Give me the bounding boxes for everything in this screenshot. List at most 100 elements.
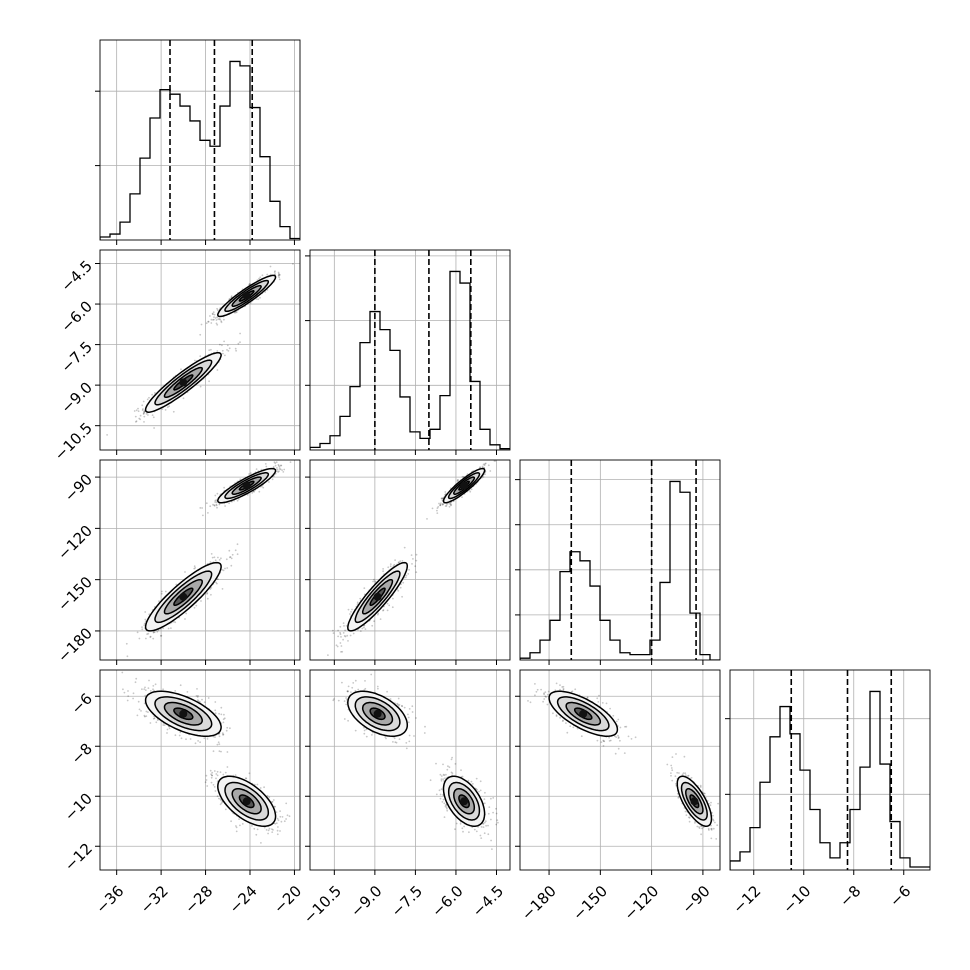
sample-point — [209, 505, 212, 508]
sample-point — [487, 464, 490, 467]
sample-point — [236, 499, 239, 502]
sample-point — [249, 283, 251, 285]
sample-point — [152, 631, 155, 633]
sample-point — [389, 563, 392, 565]
sample-point — [401, 560, 404, 562]
sample-point — [441, 497, 443, 500]
sample-point — [158, 600, 160, 603]
sample-point — [277, 274, 280, 276]
sample-point — [144, 715, 146, 718]
sample-point — [219, 318, 222, 321]
sample-point — [210, 553, 213, 555]
sample-point — [145, 637, 147, 640]
sample-point — [194, 742, 197, 745]
sample-point — [278, 464, 280, 467]
sample-point — [382, 609, 384, 612]
sample-point — [166, 732, 168, 734]
sample-point — [210, 587, 213, 589]
sample-point — [143, 624, 146, 626]
sample-point — [231, 553, 234, 556]
sample-point — [132, 692, 135, 695]
sample-point — [203, 737, 206, 740]
sample-point — [228, 549, 231, 552]
scatter-plot-area — [100, 460, 300, 660]
sample-point — [196, 688, 198, 690]
sample-point — [444, 505, 447, 507]
scatter-panel — [99, 249, 301, 451]
sample-point — [217, 318, 220, 321]
sample-point — [484, 463, 486, 465]
sample-point — [239, 332, 242, 335]
sample-point — [222, 718, 225, 721]
sample-point — [216, 743, 219, 746]
sample-point — [148, 613, 151, 616]
sample-point — [212, 313, 214, 315]
sample-point — [364, 628, 367, 630]
sample-point — [160, 592, 163, 595]
sample-point — [229, 556, 231, 559]
sample-point — [214, 317, 217, 319]
sample-point — [161, 590, 163, 593]
sample-point — [199, 507, 202, 509]
sample-point — [274, 464, 277, 467]
sample-point — [149, 636, 152, 638]
sample-point — [337, 629, 339, 632]
sample-point — [230, 557, 233, 560]
hist-step — [310, 270, 510, 450]
scatter-panel — [99, 669, 301, 871]
sample-point — [344, 629, 346, 632]
sample-point — [207, 320, 210, 323]
sample-point — [214, 494, 217, 497]
sample-point — [402, 581, 405, 584]
sample-point — [201, 507, 204, 509]
sample-point — [224, 354, 226, 357]
panel-frame — [99, 459, 301, 661]
sample-point — [223, 486, 226, 489]
sample-point — [482, 476, 485, 478]
scatter-plot-area — [310, 460, 510, 660]
panels: −36 −32 −28 −24 −20−10.5 −9.0 −7.5 −6.0 −4.5 −180… — [51, 39, 931, 927]
sample-point — [340, 645, 343, 647]
sample-point — [217, 578, 219, 580]
sample-point — [174, 734, 177, 737]
sample-point — [152, 717, 155, 720]
sample-point — [143, 415, 146, 418]
sample-point — [431, 507, 434, 510]
sample-point — [220, 557, 222, 560]
sample-point — [199, 355, 202, 357]
sample-point — [277, 271, 280, 274]
sample-point — [221, 349, 224, 352]
sample-point — [180, 368, 182, 371]
sample-point — [436, 512, 439, 514]
sample-point — [450, 503, 452, 506]
sample-point — [149, 690, 152, 692]
sample-point — [230, 564, 233, 567]
panel-frame — [309, 459, 511, 661]
sample-point — [214, 501, 217, 503]
sample-point — [206, 738, 209, 740]
sample-point — [382, 568, 384, 570]
sample-point — [222, 721, 225, 724]
sample-point — [201, 698, 203, 701]
sample-point — [236, 543, 239, 546]
sample-point — [484, 473, 486, 476]
sample-point — [180, 737, 183, 740]
sample-point — [208, 380, 211, 383]
sample-point — [436, 507, 439, 509]
sample-point — [221, 569, 224, 571]
sample-point — [123, 691, 126, 694]
sample-point — [203, 701, 206, 704]
sample-point — [457, 479, 459, 481]
sample-point — [220, 713, 223, 716]
sample-point — [142, 412, 145, 415]
sample-point — [144, 618, 147, 621]
sample-point — [138, 637, 141, 640]
sample-point — [352, 632, 355, 635]
density-peak — [373, 592, 382, 601]
sample-point — [172, 410, 175, 413]
sample-point — [214, 701, 217, 703]
sample-point — [213, 504, 216, 506]
sample-point — [209, 561, 212, 563]
sample-point — [216, 492, 219, 495]
sample-point — [141, 409, 144, 412]
